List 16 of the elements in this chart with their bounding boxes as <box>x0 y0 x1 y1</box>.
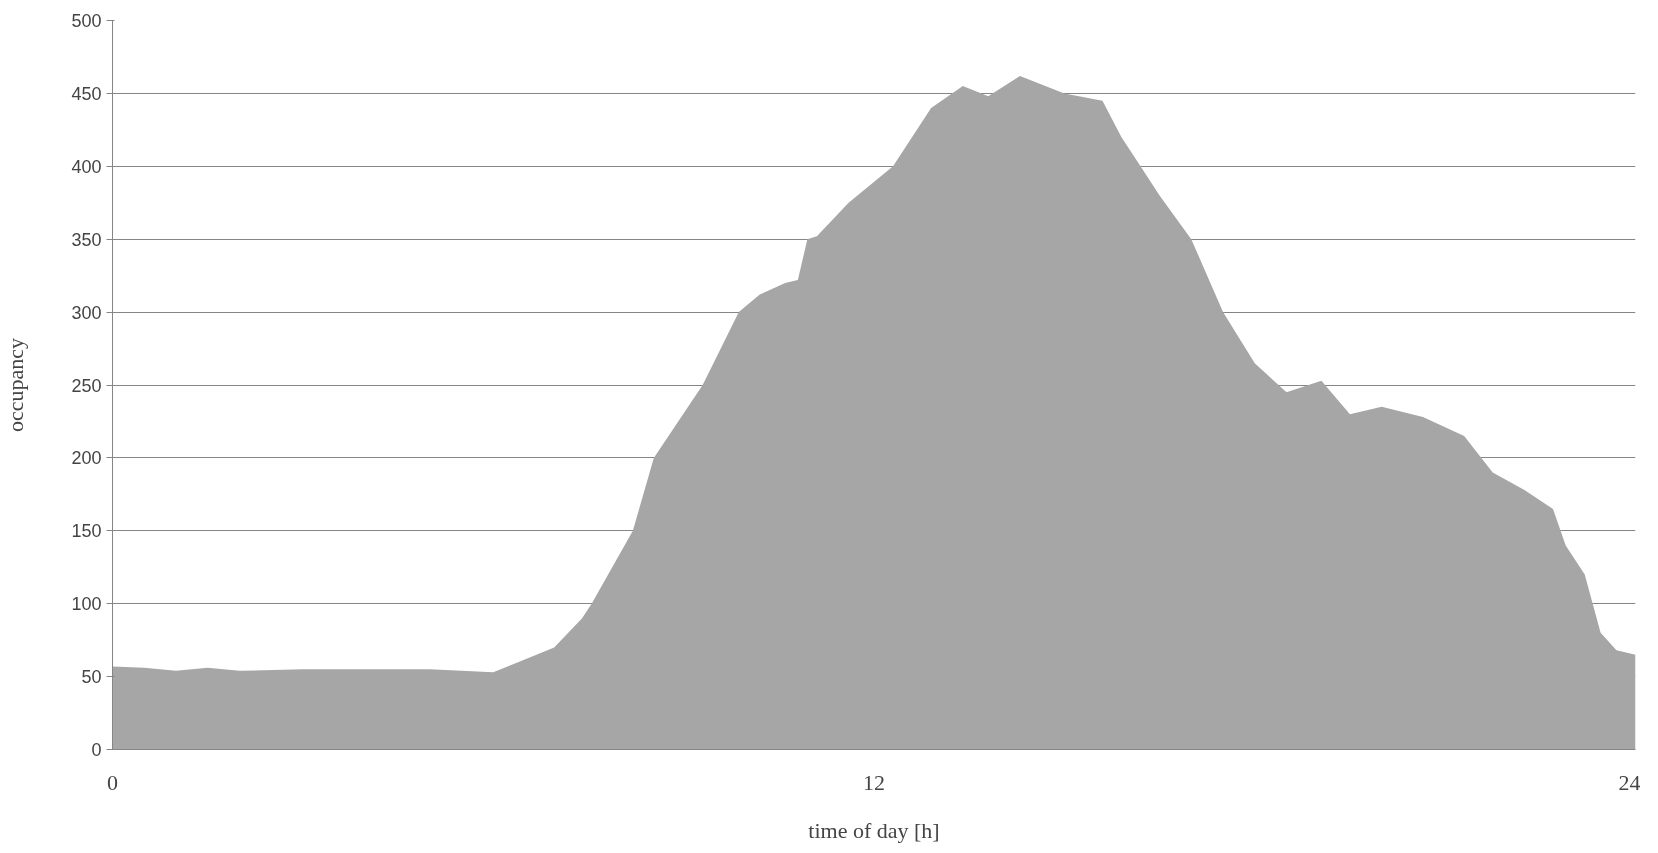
y-axis-title: occupancy <box>3 337 29 433</box>
y-tick-label: 500 <box>71 11 102 31</box>
y-tick-label: 50 <box>81 667 102 688</box>
x-axis-title: time of day [h] <box>808 817 940 843</box>
y-tick-label: 0 <box>91 740 102 760</box>
x-tick-label: 0 <box>107 769 118 795</box>
y-tick-label: 450 <box>71 83 102 104</box>
y-tick-label: 200 <box>71 448 102 469</box>
y-tick-label: 100 <box>71 594 102 615</box>
x-tick-label: 12 <box>863 769 885 795</box>
y-tick-label: 400 <box>71 156 102 177</box>
y-tick-label: 300 <box>71 302 102 323</box>
y-tick-label: 150 <box>71 521 102 542</box>
x-tick-label: 24 <box>1618 769 1641 795</box>
y-tick-label: 350 <box>71 229 102 250</box>
y-tick-label: 250 <box>71 375 102 396</box>
